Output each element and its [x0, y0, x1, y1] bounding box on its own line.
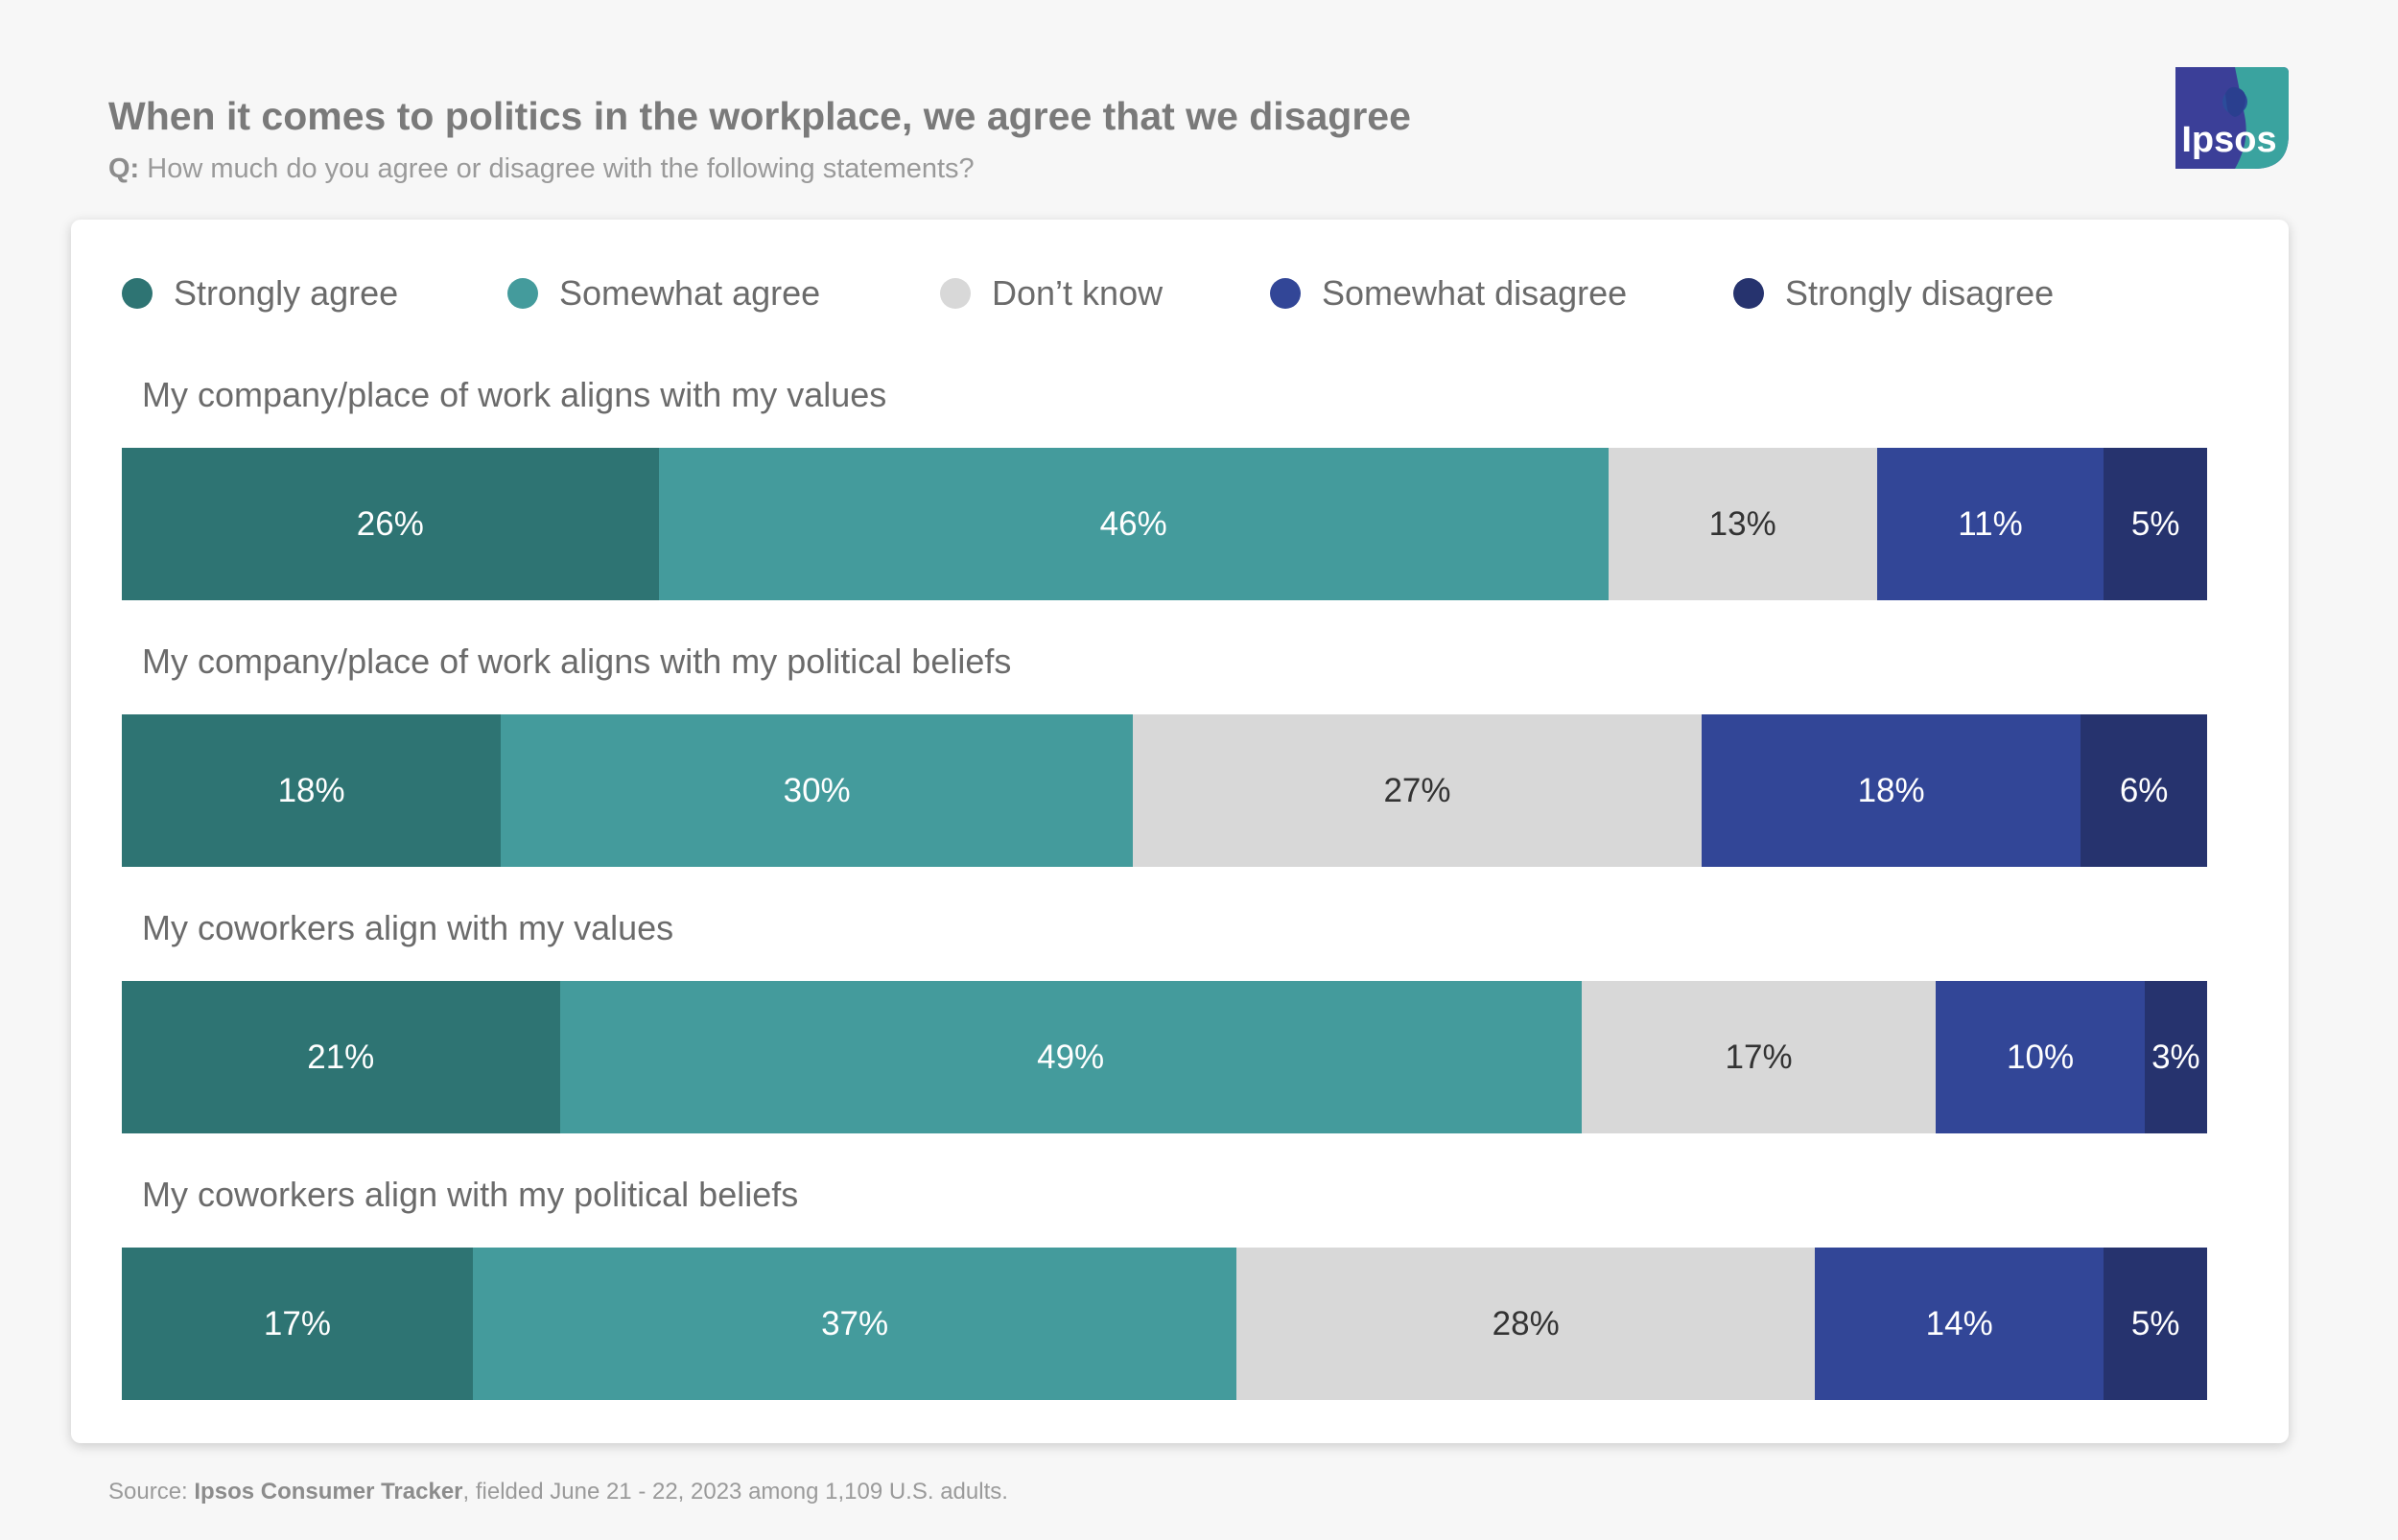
bar-segment-somewhat-disagree: 14% [1815, 1248, 2104, 1400]
stacked-bar: 21% 49% 17% 10% 3% [122, 981, 2207, 1133]
legend-item-dont-know: Don’t know [940, 273, 1164, 313]
chart-card: Strongly agree Somewhat agree Don’t know… [71, 220, 2289, 1443]
legend-swatch [1270, 278, 1301, 309]
chart-title: When it comes to politics in the workpla… [108, 94, 1411, 138]
bar-segment-dont-know: 28% [1236, 1248, 1816, 1400]
data-label: 37% [821, 1304, 889, 1342]
bar-segment-dont-know: 27% [1133, 714, 1702, 867]
data-label: 17% [1725, 1038, 1793, 1076]
legend-swatch [122, 278, 153, 309]
legend-label: Somewhat disagree [1322, 273, 1628, 313]
stacked-bar: 26% 46% 13% 11% 5% [122, 448, 2207, 600]
bar-segment-strongly-disagree: 5% [2104, 448, 2207, 600]
legend-label: Strongly agree [174, 273, 399, 313]
bar-segment-dont-know: 13% [1608, 448, 1877, 600]
data-label: 21% [307, 1038, 375, 1076]
bar-segment-somewhat-disagree: 10% [1936, 981, 2145, 1133]
data-label: 10% [2007, 1038, 2075, 1076]
bar-segment-strongly-agree: 18% [122, 714, 502, 867]
data-label: 27% [1383, 771, 1451, 809]
row-label: My coworkers align with my values [142, 908, 674, 947]
bar-segment-dont-know: 17% [1581, 981, 1937, 1133]
chart-subtitle: Q: How much do you agree or disagree wit… [108, 153, 975, 185]
bar-segment-somewhat-agree: 49% [559, 981, 1582, 1133]
bar-segment-somewhat-agree: 30% [501, 714, 1134, 867]
data-label: 18% [277, 771, 345, 809]
data-label: 11% [1958, 504, 2023, 543]
legend-swatch [507, 278, 538, 309]
bar-segment-somewhat-disagree: 18% [1701, 714, 2081, 867]
ipsos-logo-graphic: Ipsos [2175, 67, 2289, 169]
subtitle-prefix: Q: [108, 153, 140, 184]
data-label: 17% [263, 1304, 331, 1342]
source-footnote: Source: Ipsos Consumer Tracker, fielded … [108, 1479, 1008, 1505]
row-label: My company/place of work aligns with my … [142, 642, 1012, 681]
subtitle-text: How much do you agree or disagree with t… [139, 153, 975, 184]
legend-item-strongly-agree: Strongly agree [122, 273, 399, 313]
legend-swatch [1733, 278, 1764, 309]
footer-prefix: Source: [108, 1479, 195, 1505]
data-label: 3% [2151, 1038, 2200, 1076]
ipsos-logo: Ipsos [2175, 67, 2289, 169]
data-label: 26% [356, 504, 424, 543]
bar-segment-strongly-disagree: 5% [2104, 1248, 2207, 1400]
data-label: 5% [2130, 504, 2180, 543]
data-label: 14% [1925, 1304, 1993, 1342]
logo-text: Ipsos [2181, 120, 2276, 160]
footer-source-name: Ipsos Consumer Tracker [194, 1479, 463, 1505]
bar-segment-somewhat-agree: 37% [472, 1248, 1237, 1400]
legend-label: Don’t know [992, 273, 1164, 313]
legend-label: Strongly disagree [1785, 273, 2055, 313]
row-label: My coworkers align with my political bel… [142, 1175, 799, 1214]
bar-segment-somewhat-agree: 46% [658, 448, 1609, 600]
data-label: 13% [1708, 504, 1776, 543]
legend-label: Somewhat agree [559, 273, 821, 313]
stacked-bar: 17% 37% 28% 14% 5% [122, 1248, 2207, 1400]
data-label: 49% [1037, 1038, 1105, 1076]
bar-segment-strongly-agree: 26% [122, 448, 659, 600]
data-label: 5% [2130, 1304, 2180, 1342]
legend-item-somewhat-disagree: Somewhat disagree [1270, 273, 1628, 313]
bar-segment-strongly-agree: 17% [122, 1248, 473, 1400]
data-label: 46% [1099, 504, 1167, 543]
bar-segment-strongly-disagree: 3% [2144, 981, 2207, 1133]
data-label: 6% [2119, 771, 2169, 809]
row-label: My company/place of work aligns with my … [142, 375, 887, 414]
footer-suffix: , fielded June 21 - 22, 2023 among 1,109… [462, 1479, 1008, 1505]
data-label: 28% [1492, 1304, 1560, 1342]
stacked-bar: 18% 30% 27% 18% 6% [122, 714, 2207, 867]
data-label: 18% [1857, 771, 1925, 809]
legend-item-somewhat-agree: Somewhat agree [507, 273, 821, 313]
legend-item-strongly-disagree: Strongly disagree [1733, 273, 2055, 313]
bar-segment-strongly-disagree: 6% [2081, 714, 2207, 867]
legend-swatch [940, 278, 971, 309]
bar-segment-somewhat-disagree: 11% [1876, 448, 2104, 600]
bar-segment-strongly-agree: 21% [122, 981, 560, 1133]
data-label: 30% [783, 771, 851, 809]
